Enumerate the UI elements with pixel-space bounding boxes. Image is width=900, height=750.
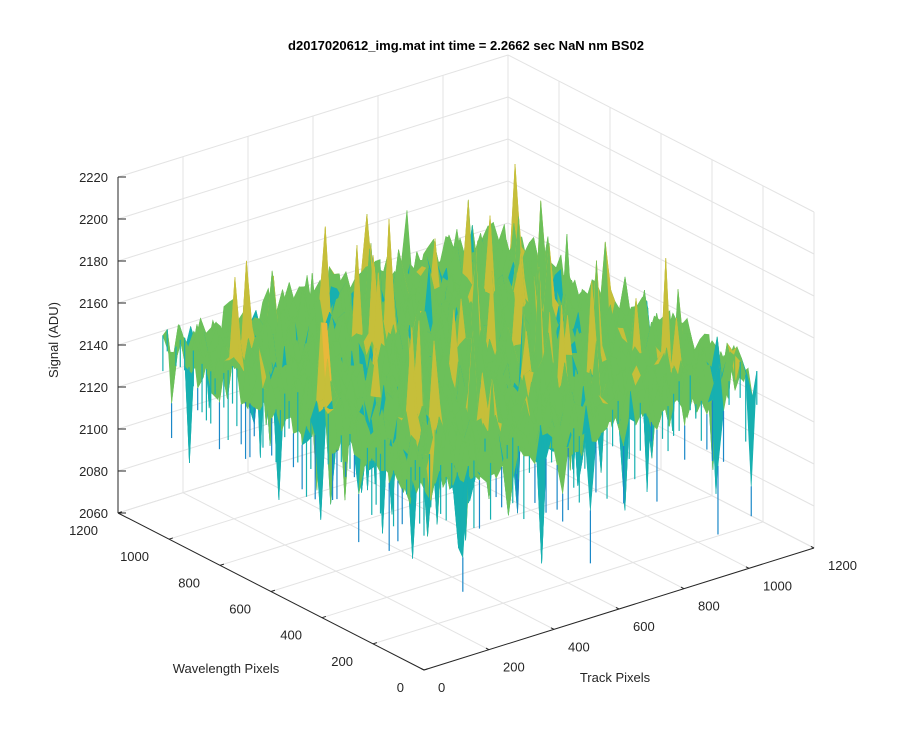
z-tick-label: 2140 bbox=[79, 338, 108, 353]
z-tick-label: 2160 bbox=[79, 296, 108, 311]
y-tick bbox=[270, 589, 276, 592]
surface-data bbox=[162, 163, 758, 592]
grid-side-z bbox=[507, 96, 815, 255]
x-axis-label: Track Pixels bbox=[580, 670, 651, 685]
z-tick-label: 2220 bbox=[79, 170, 108, 185]
surface-patch bbox=[419, 453, 430, 479]
y-tick bbox=[321, 615, 327, 619]
y-tick-label: 400 bbox=[280, 628, 302, 643]
y-tick bbox=[423, 668, 429, 671]
y-tick-label: 0 bbox=[397, 680, 404, 695]
chart-title: d2017020612_img.mat int time = 2.2662 se… bbox=[288, 38, 644, 53]
grid-side-z bbox=[507, 180, 815, 339]
x-tick bbox=[810, 545, 815, 549]
grid-side-z bbox=[507, 222, 815, 381]
x-tick bbox=[745, 566, 750, 569]
z-tick-label: 2180 bbox=[79, 254, 108, 269]
x-tick bbox=[485, 647, 490, 651]
x-tick-label: 1200 bbox=[828, 558, 857, 573]
grid-back-z bbox=[117, 54, 509, 178]
tick-labels: 0 200 400 600 800 1000 1200 0 200 400 600 800 1000 12… bbox=[69, 170, 857, 695]
x-tick-label: 400 bbox=[568, 639, 590, 654]
x-tick-label: 800 bbox=[698, 599, 720, 614]
grid-side-z bbox=[507, 54, 815, 213]
x-tick bbox=[550, 627, 555, 630]
grid-floor-y bbox=[372, 521, 764, 645]
y-tick-label: 1000 bbox=[120, 549, 149, 564]
y-tick-label: 1200 bbox=[69, 523, 98, 538]
y-axis-label: Wavelength Pixels bbox=[173, 661, 280, 676]
grid-back-z bbox=[117, 96, 509, 220]
x-tick bbox=[615, 606, 620, 610]
grid-back-z bbox=[117, 180, 509, 304]
x-tick bbox=[680, 586, 685, 590]
y-tick-label: 600 bbox=[229, 602, 251, 617]
z-tick-label: 2120 bbox=[79, 380, 108, 395]
x-tick-label: 0 bbox=[438, 680, 445, 695]
grid-floor-y bbox=[321, 495, 713, 619]
grid-side-z bbox=[507, 138, 815, 297]
grid-back-z bbox=[117, 138, 509, 262]
x-tick-label: 200 bbox=[503, 660, 525, 675]
z-tick-label: 2100 bbox=[79, 422, 108, 437]
y-tick bbox=[168, 537, 174, 540]
x-tick-label: 1000 bbox=[763, 578, 792, 593]
z-tick-label: 2060 bbox=[79, 506, 108, 521]
z-tick-label: 2080 bbox=[79, 464, 108, 479]
x-tick bbox=[420, 667, 425, 671]
y-tick-label: 200 bbox=[331, 654, 353, 669]
z-tick-label: 2200 bbox=[79, 212, 108, 227]
y-tick bbox=[372, 642, 378, 645]
axes bbox=[117, 176, 815, 671]
z-axis-label: Signal (ADU) bbox=[46, 302, 61, 378]
x-tick-label: 600 bbox=[633, 619, 655, 634]
y-tick bbox=[219, 563, 225, 566]
y-tick-label: 800 bbox=[178, 575, 200, 590]
